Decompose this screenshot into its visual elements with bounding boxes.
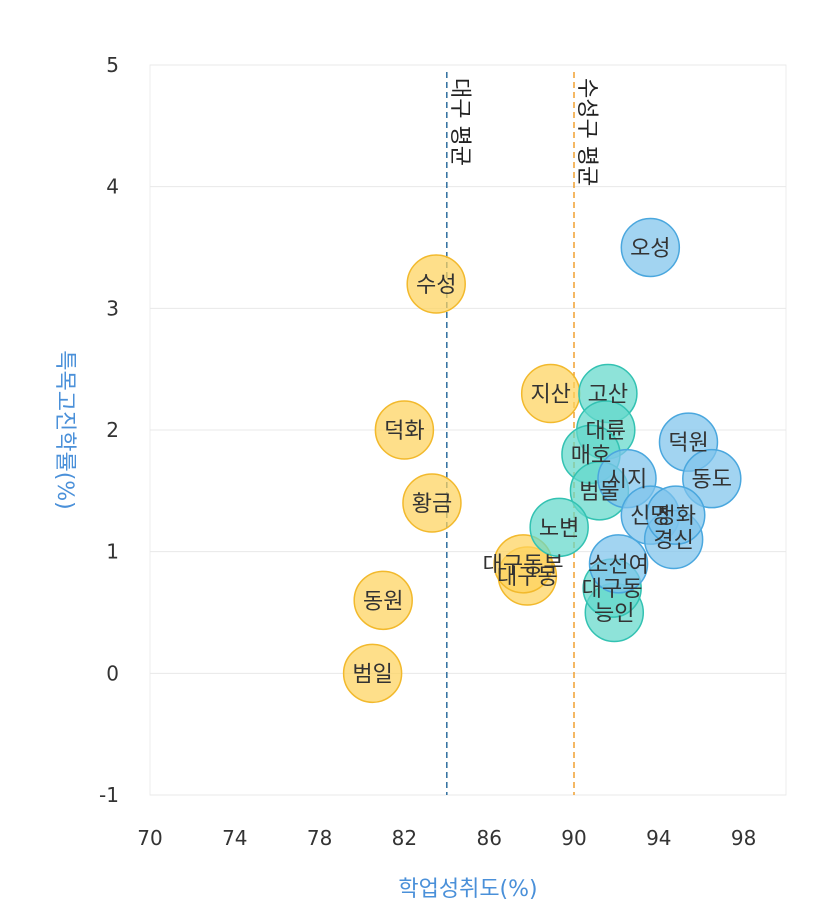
x-tick-label: 78 bbox=[307, 826, 332, 850]
x-tick-label: 90 bbox=[561, 826, 586, 850]
bubble-label: 수성 bbox=[416, 273, 456, 298]
bubble-label: 매호 bbox=[571, 443, 611, 468]
bubble-label: 범일 bbox=[352, 662, 392, 687]
bubble-label: 고산 bbox=[588, 383, 628, 408]
bubble-label: 덕원 bbox=[668, 431, 708, 456]
bubble-point bbox=[402, 473, 462, 533]
x-tick-label: 70 bbox=[137, 826, 162, 850]
bubble-point bbox=[353, 570, 413, 631]
x-axis-title: 학업성취도(%) bbox=[398, 877, 537, 902]
bubble-point bbox=[493, 534, 553, 594]
bubble-point bbox=[620, 217, 681, 278]
bubble-series: 범일동원덕화황금수성지산대구동대구동부고산대륜매호범물노변능인대구동오성덕원동도… bbox=[342, 217, 742, 704]
bubble-point bbox=[646, 485, 706, 545]
x-tick-label: 98 bbox=[731, 826, 756, 850]
y-tick-label: 5 bbox=[106, 53, 119, 77]
bubble-label: 범물 bbox=[579, 480, 619, 505]
bubble-label: 노변 bbox=[539, 516, 579, 541]
x-tick-label: 86 bbox=[476, 826, 501, 850]
bubble-label: 정화 bbox=[656, 504, 696, 529]
bubble-label: 오성 bbox=[630, 237, 670, 262]
bubble-label: 황금 bbox=[412, 492, 452, 517]
bubble-label: 대구동 bbox=[582, 577, 643, 602]
y-tick-label: 3 bbox=[106, 296, 119, 320]
bubble-label: 대구동부 bbox=[483, 553, 564, 578]
bubble-label: 능인 bbox=[594, 602, 634, 627]
x-tick-label: 94 bbox=[646, 826, 671, 850]
bubble-label: 신명 bbox=[630, 504, 670, 529]
y-axis-title: 특목고진학률(%) bbox=[52, 350, 77, 510]
bubble-label: 경신 bbox=[653, 529, 693, 554]
y-tick-label: 1 bbox=[106, 540, 119, 564]
y-tick-label: 2 bbox=[106, 418, 119, 442]
y-tick-label: -1 bbox=[99, 783, 119, 807]
x-tick-label: 74 bbox=[222, 826, 247, 850]
x-tick-label: 82 bbox=[392, 826, 417, 850]
bubble-label: 시지 bbox=[607, 468, 647, 493]
bubble-label: 덕화 bbox=[384, 419, 424, 444]
axis-ticks: -1 0 1 2 3 4 5 70 74 78 82 86 90 94 98 bbox=[99, 53, 756, 850]
reference-line-label: 대구 평균 bbox=[447, 78, 472, 166]
bubble-point bbox=[682, 448, 742, 509]
bubble-label: 동도 bbox=[692, 468, 732, 493]
bubble-label: 소선여 bbox=[588, 553, 649, 578]
bubble-point bbox=[406, 254, 466, 314]
bubble-point bbox=[342, 643, 403, 704]
bubble-label: 동원 bbox=[363, 589, 403, 614]
bubble-label: 대륜 bbox=[586, 419, 626, 444]
bubble-point bbox=[588, 534, 649, 594]
bubble-point bbox=[374, 400, 435, 460]
bubble-point bbox=[529, 497, 589, 558]
y-tick-label: 0 bbox=[106, 661, 119, 685]
y-tick-label: 4 bbox=[106, 175, 119, 199]
bubble-label: 지산 bbox=[530, 383, 570, 408]
bubble-label: 대구동 bbox=[497, 565, 558, 590]
reference-line-label: 수성구 평균 bbox=[574, 78, 599, 186]
